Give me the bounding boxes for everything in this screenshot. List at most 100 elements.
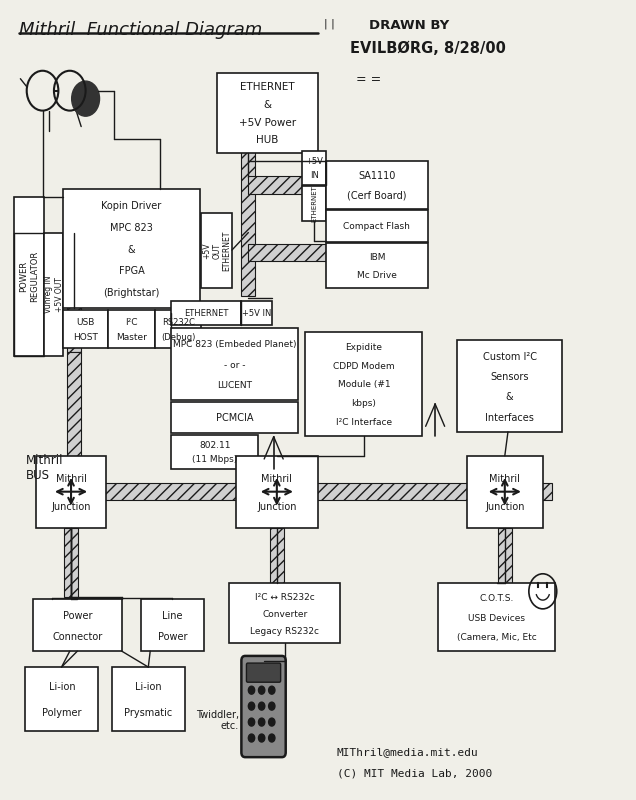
Bar	[45, 233, 64, 356]
Text: EVILBØRG, 8/28/00: EVILBØRG, 8/28/00	[350, 42, 506, 56]
Text: HUB: HUB	[256, 135, 279, 146]
Text: Prysmatic: Prysmatic	[125, 708, 173, 718]
Polygon shape	[67, 352, 81, 456]
Text: ETHERNET: ETHERNET	[311, 185, 317, 222]
Text: Polymer: Polymer	[42, 708, 81, 718]
Circle shape	[268, 718, 275, 726]
Text: Mithril: Mithril	[55, 474, 86, 484]
Text: Mithril
BUS: Mithril BUS	[25, 454, 63, 482]
Polygon shape	[270, 527, 284, 583]
Text: Compact Flash: Compact Flash	[343, 222, 410, 230]
Text: Master: Master	[116, 333, 147, 342]
Bar	[326, 243, 427, 288]
Bar	[326, 210, 427, 242]
Text: Junction: Junction	[485, 502, 525, 513]
Circle shape	[268, 702, 275, 710]
Text: Twiddler,
etc.: Twiddler, etc.	[196, 710, 239, 731]
Text: POWER
REGULATOR: POWER REGULATOR	[20, 251, 39, 302]
Text: I²C Interface: I²C Interface	[336, 418, 392, 427]
Bar	[438, 583, 555, 651]
Text: Module (#1: Module (#1	[338, 381, 391, 390]
Text: CDPD Modem: CDPD Modem	[333, 362, 395, 370]
Bar	[230, 583, 340, 643]
Text: RS232C: RS232C	[162, 318, 195, 326]
Bar	[155, 310, 202, 348]
Bar	[33, 599, 121, 651]
Text: kbps): kbps)	[352, 399, 377, 408]
Text: &: &	[128, 245, 135, 254]
Bar	[202, 213, 232, 288]
Text: (Cerf Board): (Cerf Board)	[347, 190, 406, 200]
Text: Expidite: Expidite	[345, 343, 382, 352]
Bar	[171, 435, 258, 469]
Text: FPGA: FPGA	[119, 266, 144, 276]
Circle shape	[248, 702, 254, 710]
FancyBboxPatch shape	[242, 656, 286, 757]
Text: &: &	[263, 100, 272, 110]
Text: &: &	[506, 392, 513, 402]
Bar	[107, 310, 155, 348]
Text: +5V Power: +5V Power	[238, 118, 296, 128]
Text: Vunreg IN
+5V OUT: Vunreg IN +5V OUT	[45, 276, 64, 313]
Bar	[305, 332, 422, 436]
Text: DRAWN BY: DRAWN BY	[369, 19, 449, 32]
Bar	[141, 599, 204, 651]
Text: USB Devices: USB Devices	[468, 614, 525, 622]
Polygon shape	[248, 244, 326, 262]
Bar	[14, 197, 45, 356]
Text: (C) MIT Media Lab, 2000: (C) MIT Media Lab, 2000	[337, 769, 492, 778]
Text: USB: USB	[76, 318, 95, 326]
Polygon shape	[270, 492, 284, 527]
Text: SA1110: SA1110	[358, 171, 396, 181]
Text: | |: | |	[324, 19, 335, 30]
Bar	[64, 310, 107, 348]
Text: Mithril  Functional Diagram: Mithril Functional Diagram	[19, 22, 263, 39]
Circle shape	[258, 686, 265, 694]
Polygon shape	[248, 176, 302, 194]
Text: LUCENT: LUCENT	[217, 381, 252, 390]
Circle shape	[258, 718, 265, 726]
Bar	[236, 456, 318, 527]
Text: Junction: Junction	[257, 502, 296, 513]
Text: Kopin Driver: Kopin Driver	[101, 201, 162, 211]
Polygon shape	[64, 492, 78, 527]
Circle shape	[268, 734, 275, 742]
Circle shape	[258, 702, 265, 710]
Text: IBM: IBM	[369, 253, 385, 262]
Text: Li-ion: Li-ion	[48, 682, 75, 693]
Text: Converter: Converter	[262, 610, 307, 618]
Bar	[171, 301, 241, 325]
Text: IN: IN	[310, 171, 319, 180]
Text: (Debug): (Debug)	[161, 333, 195, 342]
Bar	[171, 402, 298, 434]
Polygon shape	[242, 129, 255, 296]
Bar	[112, 667, 185, 731]
Text: - or -: - or -	[224, 361, 245, 370]
Polygon shape	[67, 233, 81, 352]
Polygon shape	[39, 483, 552, 501]
Circle shape	[72, 81, 100, 116]
Bar	[171, 328, 298, 400]
Text: (Camera, Mic, Etc: (Camera, Mic, Etc	[457, 633, 537, 642]
Text: I²C ↔ RS232c: I²C ↔ RS232c	[255, 593, 315, 602]
Text: HOST: HOST	[73, 333, 98, 342]
Text: (11 Mbps): (11 Mbps)	[192, 454, 237, 464]
Polygon shape	[498, 492, 512, 527]
Text: Mithril: Mithril	[261, 474, 293, 484]
Bar	[326, 161, 427, 209]
Text: MIThril@media.mit.edu: MIThril@media.mit.edu	[337, 747, 479, 757]
Text: Power: Power	[158, 632, 187, 642]
Text: C.O.T.S.: C.O.T.S.	[480, 594, 514, 603]
Text: I²C: I²C	[125, 318, 138, 326]
Text: Junction: Junction	[52, 502, 91, 513]
Polygon shape	[64, 527, 78, 597]
Bar	[25, 667, 99, 731]
Polygon shape	[498, 527, 512, 583]
Bar	[467, 456, 543, 527]
Text: Line: Line	[162, 611, 183, 621]
Bar	[217, 73, 318, 153]
Text: +5V: +5V	[305, 158, 323, 166]
Text: Connector: Connector	[52, 632, 102, 642]
Circle shape	[258, 734, 265, 742]
Text: Interfaces: Interfaces	[485, 413, 534, 422]
